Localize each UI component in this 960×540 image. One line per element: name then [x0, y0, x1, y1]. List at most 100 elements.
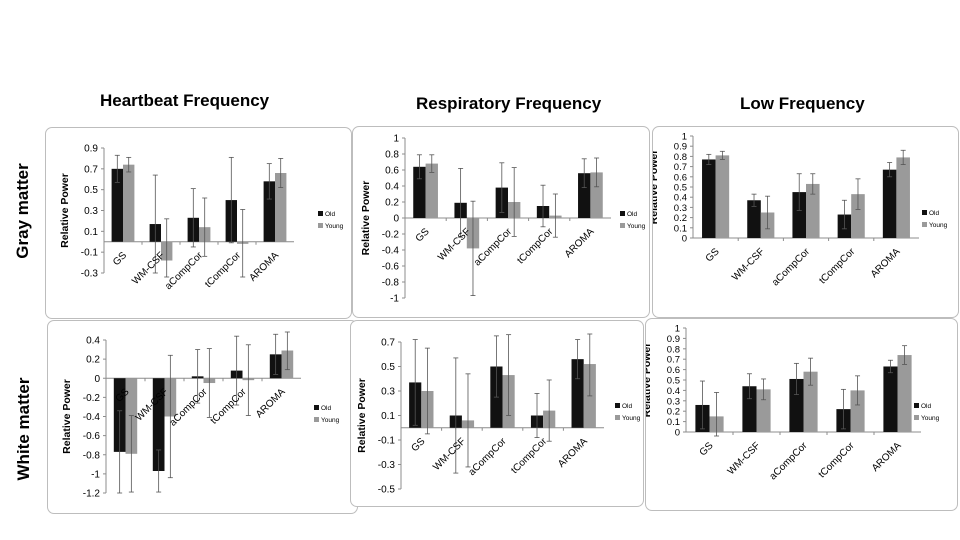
bar-old-aroma — [578, 173, 591, 218]
y-tick-label: 0.5 — [84, 185, 98, 196]
y-axis-title: Relative Power — [653, 150, 660, 225]
legend-label-old: Old — [929, 210, 940, 217]
legend-label-old: Old — [321, 405, 332, 412]
category-label: aCompCor — [768, 440, 810, 482]
chart-wm-low-frequency: 10.90.80.70.60.50.40.30.20.10 Relative Po… — [641, 324, 940, 483]
y-tick-label: 0.4 — [667, 386, 680, 397]
chart-panel-gm-heartbeat: 0.9 0.7 0.5 0.3 0.1 -0.1 -0.3 Relative Power GS W… — [45, 127, 352, 319]
y-tick-label: -0.8 — [382, 278, 400, 289]
legend-label-young: Young — [921, 415, 940, 422]
legend-swatch-young — [318, 223, 323, 228]
y-tick-label: 0.4 — [86, 336, 100, 347]
y-tick-label: 0.1 — [667, 417, 680, 428]
bar-young-aroma — [275, 173, 287, 242]
legend-swatch-old — [914, 403, 919, 408]
y-axis-title: Relative Power — [356, 378, 368, 453]
y-tick-label: 0 — [675, 428, 680, 439]
y-tick-label: 0.8 — [385, 150, 399, 161]
legend-swatch-old — [615, 403, 620, 408]
y-tick-label: 0.1 — [84, 227, 98, 238]
bar-old-aroma — [883, 366, 898, 432]
bar-old-aroma — [263, 181, 275, 242]
category-label: AROMA — [254, 386, 288, 420]
category-label: GS — [111, 250, 129, 268]
y-tick-label: -1 — [390, 294, 399, 305]
bar-young-acompcor — [803, 371, 818, 432]
legend-label-old: Old — [325, 211, 336, 218]
y-tick-label: 0.6 — [674, 172, 687, 183]
y-tick-label: 0.2 — [385, 198, 399, 209]
y-tick-label: -0.6 — [83, 431, 101, 442]
y-tick-label: -0.3 — [378, 460, 396, 471]
category-label: tCompCor — [515, 226, 555, 266]
y-tick-label: 0.4 — [385, 182, 399, 193]
y-tick-label: 0.3 — [84, 206, 98, 217]
y-tick-label: 0 — [682, 234, 687, 245]
legend-label-young: Young — [627, 223, 646, 230]
bar-old-wm-csf — [742, 386, 757, 432]
y-tick-label: 0.2 — [86, 355, 100, 366]
y-tick-label: 0.6 — [385, 166, 399, 177]
category-label: AROMA — [556, 436, 590, 470]
category-label: aCompCor — [467, 436, 509, 478]
category-label: GS — [409, 436, 427, 454]
category-label: tCompCor — [509, 436, 549, 476]
chart-wm-heartbeat: 0.4 0.2 0 -0.2 -0.4 -0.6 -0.8 -1 -1.2 Relative Po… — [61, 331, 340, 500]
legend-swatch-young — [914, 415, 919, 420]
legend-swatch-young — [620, 223, 625, 228]
category-label: WM-CSF — [130, 250, 167, 287]
y-tick-label: -0.4 — [83, 412, 101, 423]
legend-label-old: Old — [921, 403, 932, 410]
y-tick-label: -0.8 — [83, 450, 101, 461]
legend-swatch-old — [314, 405, 319, 410]
bar-young-aroma — [896, 157, 910, 238]
bar-young-gs — [425, 163, 438, 218]
legend-swatch-young — [314, 417, 319, 422]
y-tick-label: 1 — [682, 132, 687, 143]
category-label: tCompCor — [203, 250, 243, 290]
bar-old-gs — [702, 159, 716, 238]
bar-old-gs — [111, 168, 123, 242]
legend-label-old: Old — [622, 403, 633, 410]
y-tick-label: -0.4 — [382, 246, 400, 257]
y-tick-label: 0.5 — [381, 362, 395, 373]
column-title-heartbeat: Heartbeat Frequency — [100, 91, 270, 110]
row-title-white-matter: White matter — [14, 377, 33, 481]
bar-old-gs — [413, 166, 426, 218]
category-label: AROMA — [869, 246, 903, 280]
bar-old-acompcor — [789, 378, 804, 432]
bar-old-aroma — [571, 359, 584, 428]
legend-label-young: Young — [321, 417, 340, 424]
y-tick-label: 1 — [675, 324, 680, 335]
bar-young-aroma — [897, 355, 912, 432]
chart-gm-respiratory: 1 0.8 0.6 0.4 0.2 0 -0.2 -0.4 -0.6 -0.8 -1 Relative… — [360, 134, 646, 305]
row-title-gray-matter: Gray matter — [13, 163, 32, 259]
y-tick-label: -0.6 — [382, 262, 400, 273]
category-label: tCompCor — [209, 386, 249, 426]
bar-young-tcompcor — [850, 390, 865, 432]
legend-swatch-young — [922, 222, 927, 227]
y-tick-label: 0.7 — [667, 355, 680, 366]
bar-young-gs — [715, 155, 730, 238]
y-tick-label: -0.2 — [382, 230, 400, 241]
chart-gm-low-frequency: 10.90.80.70.60.50.40.30.20.10 Relative Po… — [648, 132, 948, 289]
column-title-respiratory: Respiratory Frequency — [416, 94, 602, 113]
y-tick-label: 0.8 — [667, 344, 680, 355]
category-label: GS — [698, 440, 716, 458]
chart-panel-wm-respiratory: 0.7 0.5 0.3 0.1 -0.1 -0.3 -0.5 Relative Power GS… — [350, 320, 644, 507]
y-tick-label: 0.3 — [674, 203, 687, 214]
legend-label-young: Young — [929, 222, 948, 229]
category-label: tCompCor — [817, 246, 857, 286]
y-tick-label: 0.7 — [381, 338, 395, 349]
bar-young-acompcor — [806, 183, 820, 238]
chart-panel-gm-low-frequency: 1 0.9 0.8 0.7 0.6 0.5 0.4 0.3 0.2 0.1 0 Relative Po… — [648, 126, 959, 318]
legend-label-old: Old — [627, 211, 638, 218]
y-tick-label: 0.6 — [667, 365, 680, 376]
legend-swatch-old — [620, 211, 625, 216]
bar-old-wm-csf — [152, 378, 165, 472]
category-label: GS — [704, 246, 722, 264]
chart-gm-heartbeat: 0.9 0.7 0.5 0.3 0.1 -0.1 -0.3 Relative Power GS W… — [59, 144, 344, 293]
category-label: AROMA — [563, 226, 597, 260]
y-tick-label: -0.1 — [81, 248, 99, 259]
y-tick-label: 0.7 — [84, 164, 98, 175]
